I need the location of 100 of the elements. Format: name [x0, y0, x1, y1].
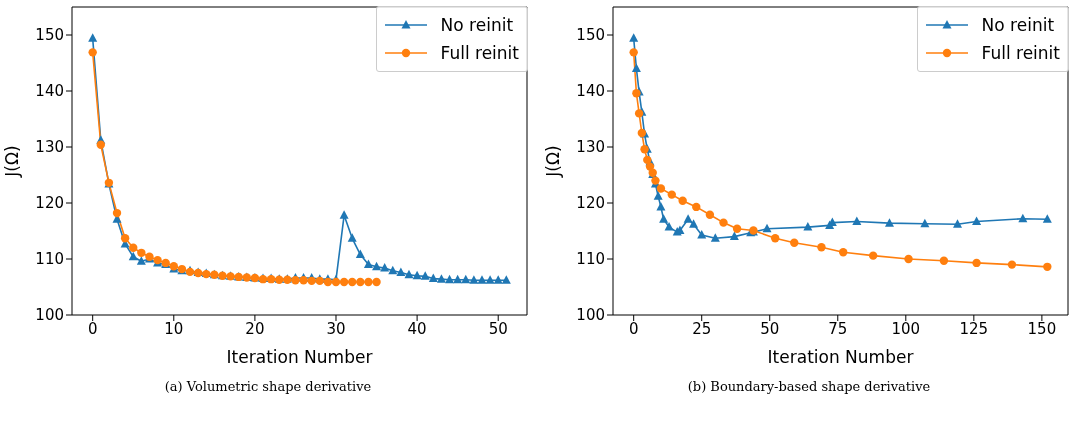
x-axis-title: Iteration Number	[767, 347, 914, 367]
point	[884, 218, 894, 227]
point	[364, 277, 373, 287]
point	[136, 256, 146, 265]
point	[719, 218, 728, 227]
point	[852, 216, 862, 225]
x-tick-label: 0	[87, 319, 98, 338]
point	[692, 202, 701, 212]
x-tick-label: 0	[628, 319, 639, 338]
point	[420, 271, 430, 280]
point	[1018, 213, 1028, 223]
x-tick-label: 25	[692, 319, 712, 338]
x-tick-label: 50	[488, 319, 508, 338]
point	[396, 267, 406, 276]
point	[697, 229, 707, 239]
x-tick-label: 125	[959, 319, 989, 338]
point	[939, 256, 949, 265]
point	[705, 210, 715, 219]
point	[839, 248, 848, 257]
point	[372, 277, 381, 287]
point	[683, 214, 693, 223]
legend-label: Full reinit	[981, 43, 1060, 63]
x-axis-title: Iteration Number	[226, 347, 373, 367]
point	[1043, 262, 1052, 272]
y-tick-label: 140	[35, 82, 64, 101]
point	[404, 269, 414, 279]
point	[307, 276, 316, 286]
text: (a) Volumetric shape derivative	[163, 379, 373, 394]
legend-label: No reinit	[440, 15, 514, 35]
point	[477, 275, 487, 284]
legend-label: Full reinit	[440, 43, 519, 63]
point	[501, 275, 511, 284]
point	[129, 243, 138, 252]
point	[868, 251, 878, 260]
point	[347, 233, 357, 242]
y-tick-label: 150	[35, 26, 64, 45]
point	[137, 248, 146, 258]
point	[88, 48, 97, 57]
point	[323, 277, 333, 287]
y-tick-label: 110	[35, 250, 64, 269]
point	[128, 251, 138, 261]
x-tick-label: 10	[164, 319, 184, 338]
x-tick-label: 100	[891, 319, 921, 338]
point	[348, 277, 357, 287]
y-tick-label: 120	[576, 194, 605, 213]
point	[729, 231, 739, 241]
point	[920, 218, 930, 228]
point	[770, 234, 780, 243]
point	[817, 243, 826, 252]
point	[790, 238, 799, 247]
point	[953, 219, 963, 228]
point	[436, 274, 446, 283]
point	[88, 33, 98, 42]
point	[120, 234, 130, 243]
point	[412, 270, 422, 280]
text: (b) Boundary-based shape derivative	[686, 379, 932, 394]
point	[710, 233, 720, 242]
point	[904, 254, 913, 264]
y-tick-label: 110	[576, 250, 605, 269]
point	[96, 140, 105, 149]
point	[485, 275, 495, 284]
point	[1007, 260, 1017, 269]
point	[629, 48, 638, 57]
point	[656, 184, 666, 193]
point	[493, 275, 503, 284]
point	[631, 63, 641, 73]
point	[453, 274, 463, 284]
point	[667, 190, 676, 199]
x-tick-label: 75	[828, 319, 848, 338]
point	[355, 249, 365, 259]
point	[380, 262, 390, 272]
point	[972, 258, 981, 268]
point	[659, 214, 669, 223]
x-tick-label: 30	[326, 319, 346, 338]
y-axis-title: J(Ω)	[543, 145, 564, 178]
y-tick-label: 130	[576, 138, 605, 157]
point	[339, 210, 349, 219]
point	[445, 274, 455, 284]
x-tick-label: 20	[245, 319, 265, 338]
point	[664, 222, 674, 231]
point	[762, 223, 772, 233]
point	[803, 222, 813, 231]
y-tick-label: 140	[576, 82, 605, 101]
y-axis-title: J(Ω)	[2, 145, 23, 178]
point	[653, 191, 663, 200]
point	[469, 275, 479, 284]
point	[689, 219, 699, 228]
point	[629, 33, 639, 42]
y-tick-label: 150	[576, 26, 605, 45]
point	[461, 274, 471, 284]
point	[339, 277, 349, 287]
point	[678, 196, 687, 205]
y-tick-label: 100	[35, 306, 64, 325]
legend-label: No reinit	[981, 15, 1055, 35]
x-tick-label: 50	[760, 319, 780, 338]
x-tick-label: 150	[1027, 319, 1057, 338]
point	[1042, 214, 1052, 223]
point	[428, 273, 438, 283]
y-tick-label: 130	[35, 138, 64, 157]
point	[732, 224, 742, 233]
